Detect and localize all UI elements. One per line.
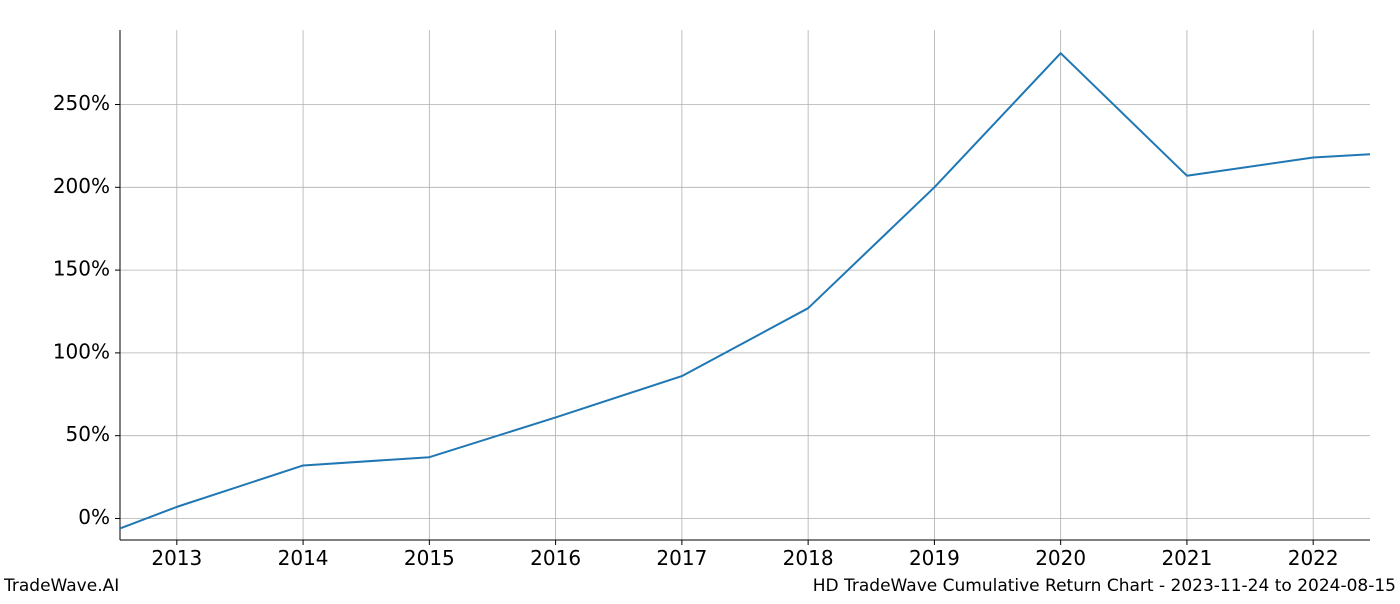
svg-text:2019: 2019: [909, 546, 960, 570]
svg-text:250%: 250%: [53, 91, 110, 115]
footer-left-text: TradeWave.AI: [4, 576, 119, 596]
footer-right-text: HD TradeWave Cumulative Return Chart - 2…: [813, 576, 1396, 596]
chart-container: 2013 2014 2015 2016 2017 2018 2019 2020 2021 2022…: [0, 0, 1400, 600]
svg-text:2018: 2018: [783, 546, 834, 570]
svg-text:200%: 200%: [53, 174, 110, 198]
svg-text:0%: 0%: [78, 505, 110, 529]
svg-text:2015: 2015: [404, 546, 455, 570]
svg-text:2017: 2017: [656, 546, 707, 570]
svg-text:2021: 2021: [1161, 546, 1212, 570]
line-chart: 2013 2014 2015 2016 2017 2018 2019 2020 2021 2022…: [0, 0, 1400, 600]
svg-text:150%: 150%: [53, 257, 110, 281]
svg-text:2020: 2020: [1035, 546, 1086, 570]
svg-text:2013: 2013: [151, 546, 202, 570]
svg-text:100%: 100%: [53, 339, 110, 363]
svg-text:50%: 50%: [66, 422, 110, 446]
svg-text:2016: 2016: [530, 546, 581, 570]
svg-text:2022: 2022: [1288, 546, 1339, 570]
svg-text:2014: 2014: [278, 546, 329, 570]
